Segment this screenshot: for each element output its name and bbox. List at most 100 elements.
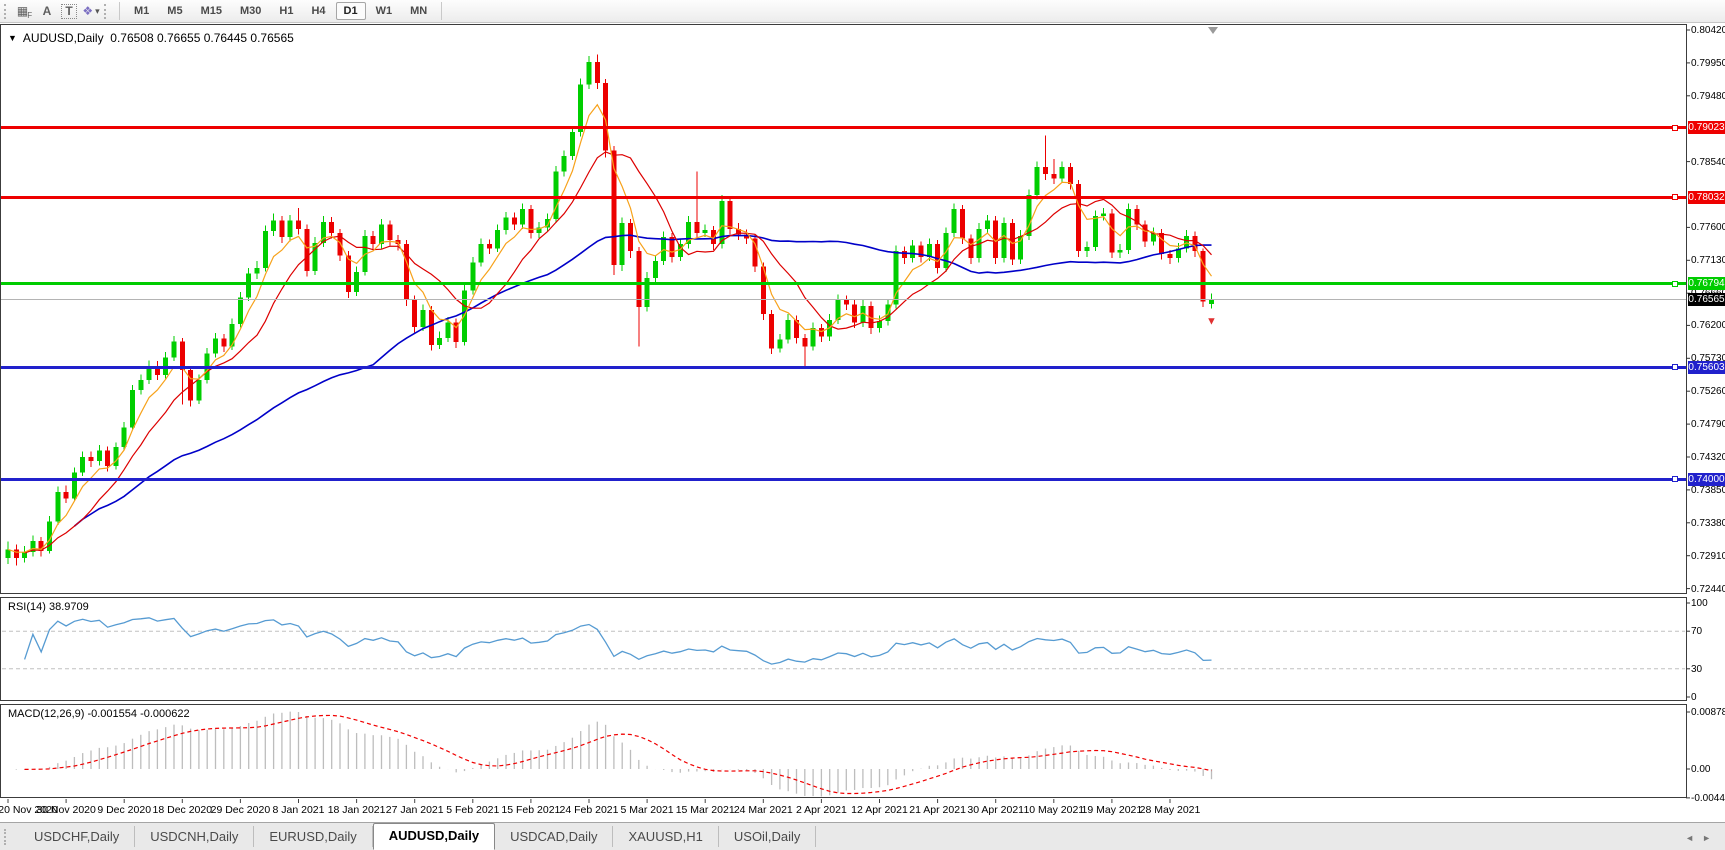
timeframe-mn-button[interactable]: MN [410, 5, 428, 17]
tab-xauusd-h1[interactable]: XAUUSD,H1 [613, 826, 719, 847]
hline-drag-knob[interactable] [1672, 194, 1678, 201]
rsi-level-label: 30 [1691, 663, 1703, 675]
price-tick-label: 0.77600 [1691, 222, 1725, 234]
macd-axis-label: 0.00 [1691, 764, 1711, 775]
macd-indicator-label: MACD(12,26,9) -0.001554 -0.000622 [8, 708, 190, 720]
hline-drag-knob[interactable] [1672, 280, 1678, 287]
timeframe-m5-button[interactable]: M5 [167, 5, 183, 17]
date-tick-label: 30 Apr 2021 [967, 804, 1025, 816]
date-tick-label: 18 Jan 2021 [327, 804, 386, 816]
tab-nav-arrows: ◄► [1685, 833, 1719, 843]
rsi-level-label: 100 [1691, 598, 1708, 609]
rsi-panel[interactable] [0, 597, 1687, 701]
chart-dropdown-icon[interactable]: ▼ [8, 33, 17, 43]
arrows-glyph: ❖ [82, 4, 94, 18]
chart-title: ▼ AUDUSD,Daily 0.76508 0.76655 0.76445 0.… [8, 31, 294, 45]
price-tick-label: 0.74790 [1691, 419, 1725, 431]
price-tick-label: 0.77130 [1691, 255, 1725, 267]
date-tick-label: 15 Feb 2021 [501, 804, 561, 816]
timeframe-d1-button[interactable]: D1 [335, 2, 366, 20]
tab-eurusd-daily[interactable]: EURUSD,Daily [254, 826, 373, 847]
macd-axis-label: 0.008782 [1691, 707, 1725, 718]
date-tick-label: 18 Dec 2020 [152, 804, 213, 816]
price-tick-label: 0.79950 [1691, 57, 1725, 69]
hline-drag-knob[interactable] [1672, 124, 1678, 131]
rsi-indicator-label: RSI(14) 38.9709 [8, 601, 89, 613]
hline-price-badge: 0.76794 [1688, 277, 1725, 291]
hline-price-badge: 0.75603 [1688, 360, 1725, 374]
horizontal-line-object[interactable] [1, 477, 1686, 481]
text-label-a-icon[interactable]: A [37, 2, 57, 21]
horizontal-line-object[interactable] [1, 282, 1686, 286]
tabbar-grip[interactable] [4, 829, 9, 845]
price-tick-label: 0.78540 [1691, 156, 1725, 168]
tab-usoil-daily[interactable]: USOil,Daily [719, 826, 817, 847]
price-tick-label: 0.79480 [1691, 90, 1725, 102]
horizontal-line-object[interactable] [1, 126, 1686, 130]
toolbar-grip[interactable] [4, 3, 9, 19]
date-tick-label: 5 Mar 2021 [620, 804, 674, 816]
chart-shift-marker[interactable] [1208, 27, 1218, 34]
date-tick-label: 19 May 2021 [1081, 804, 1143, 816]
price-tick-label: 0.73850 [1691, 484, 1725, 496]
grid-f-sub: F [27, 10, 33, 20]
tab-scroll-left-icon[interactable]: ◄ [1685, 833, 1703, 843]
a-glyph: A [42, 4, 52, 18]
timeframe-m30-button[interactable]: M30 [239, 5, 262, 17]
date-tick-label: 9 Dec 2020 [97, 804, 152, 816]
price-tick-label: 0.72440 [1691, 583, 1725, 595]
t-glyph: T [61, 3, 77, 19]
hline-drag-knob[interactable] [1672, 476, 1678, 483]
timeframe-w1-button[interactable]: W1 [375, 5, 393, 17]
date-tick-label: 10 May 2021 [1023, 804, 1085, 816]
tab-audusd-daily[interactable]: AUDUSD,Daily [372, 823, 496, 850]
hline-price-badge: 0.79023 [1688, 121, 1725, 135]
price-tick-label: 0.74320 [1691, 452, 1725, 463]
price-tick-label: 0.72910 [1691, 550, 1725, 562]
tab-scroll-right-icon[interactable]: ► [1702, 833, 1719, 843]
grid-glyph: ▦ [16, 4, 29, 18]
tab-usdcad-daily[interactable]: USDCAD,Daily [495, 826, 614, 847]
hline-price-badge: 0.74000 [1688, 472, 1725, 486]
toolbar-separator-2 [441, 2, 443, 20]
time-axis[interactable] [0, 798, 1687, 822]
price-tick-label: 0.73380 [1691, 517, 1725, 529]
price-chart-panel[interactable] [0, 24, 1687, 594]
grid-f-icon[interactable]: ▦ F [15, 2, 35, 21]
chart-ohlc-values: 0.76508 0.76655 0.76445 0.76565 [110, 31, 294, 45]
horizontal-line-object[interactable] [1, 365, 1686, 369]
arrows-tool-icon[interactable]: ❖ ▾ [81, 2, 101, 21]
date-tick-label: 24 Feb 2021 [559, 804, 619, 816]
price-tick-label: 0.76200 [1691, 320, 1725, 332]
timeframe-h4-button[interactable]: H4 [311, 5, 326, 17]
timeframe-m1-button[interactable]: M1 [134, 5, 150, 17]
current-price-line [1, 299, 1686, 301]
hline-drag-knob[interactable] [1672, 364, 1678, 371]
text-box-t-icon[interactable]: T [59, 2, 79, 21]
date-tick-label: 28 May 2021 [1139, 804, 1201, 816]
timeframe-h1-button[interactable]: H1 [279, 5, 294, 17]
timeframe-group: M1 M5 M15 M30 H1 H4 D1 W1 MN [125, 2, 436, 20]
horizontal-line-object[interactable] [1, 195, 1686, 199]
top-toolbar: ▦ F A T ❖ ▾ M1 M5 M15 M30 H1 H4 D1 W1 MN [0, 0, 1725, 23]
price-tick-label: 0.80420 [1691, 25, 1725, 36]
date-tick-label: 8 Jan 2021 [272, 804, 325, 816]
price-tick-label: 0.75730 [1691, 353, 1725, 365]
hline-price-badge: 0.78032 [1688, 190, 1725, 204]
tab-usdchf-daily[interactable]: USDCHF,Daily [19, 826, 136, 847]
macd-panel[interactable] [0, 704, 1687, 798]
date-tick-label: 29 Dec 2020 [210, 804, 271, 816]
price-tick-label: 0.75260 [1691, 386, 1725, 398]
tab-items: USDCHF,Daily USDCNH,Daily EURUSD,Daily AUDU… [19, 823, 817, 850]
date-tick-label: 30 Nov 2020 [36, 804, 96, 816]
dropdown-caret-icon[interactable]: ▾ [95, 5, 100, 16]
toolbar-grip-2[interactable] [104, 3, 109, 19]
chart-symbol-label: AUDUSD,Daily [22, 31, 104, 45]
timeframe-m15-button[interactable]: M15 [200, 5, 222, 17]
date-tick-label: 5 Feb 2021 [446, 804, 500, 816]
date-tick-label: 20 Nov 2020 [0, 804, 58, 816]
tab-usdcnh-daily[interactable]: USDCNH,Daily [135, 826, 255, 847]
rsi-level-label: 70 [1691, 626, 1703, 638]
symbol-tab-bar: USDCHF,Daily USDCNH,Daily EURUSD,Daily AUDU… [0, 822, 1725, 850]
